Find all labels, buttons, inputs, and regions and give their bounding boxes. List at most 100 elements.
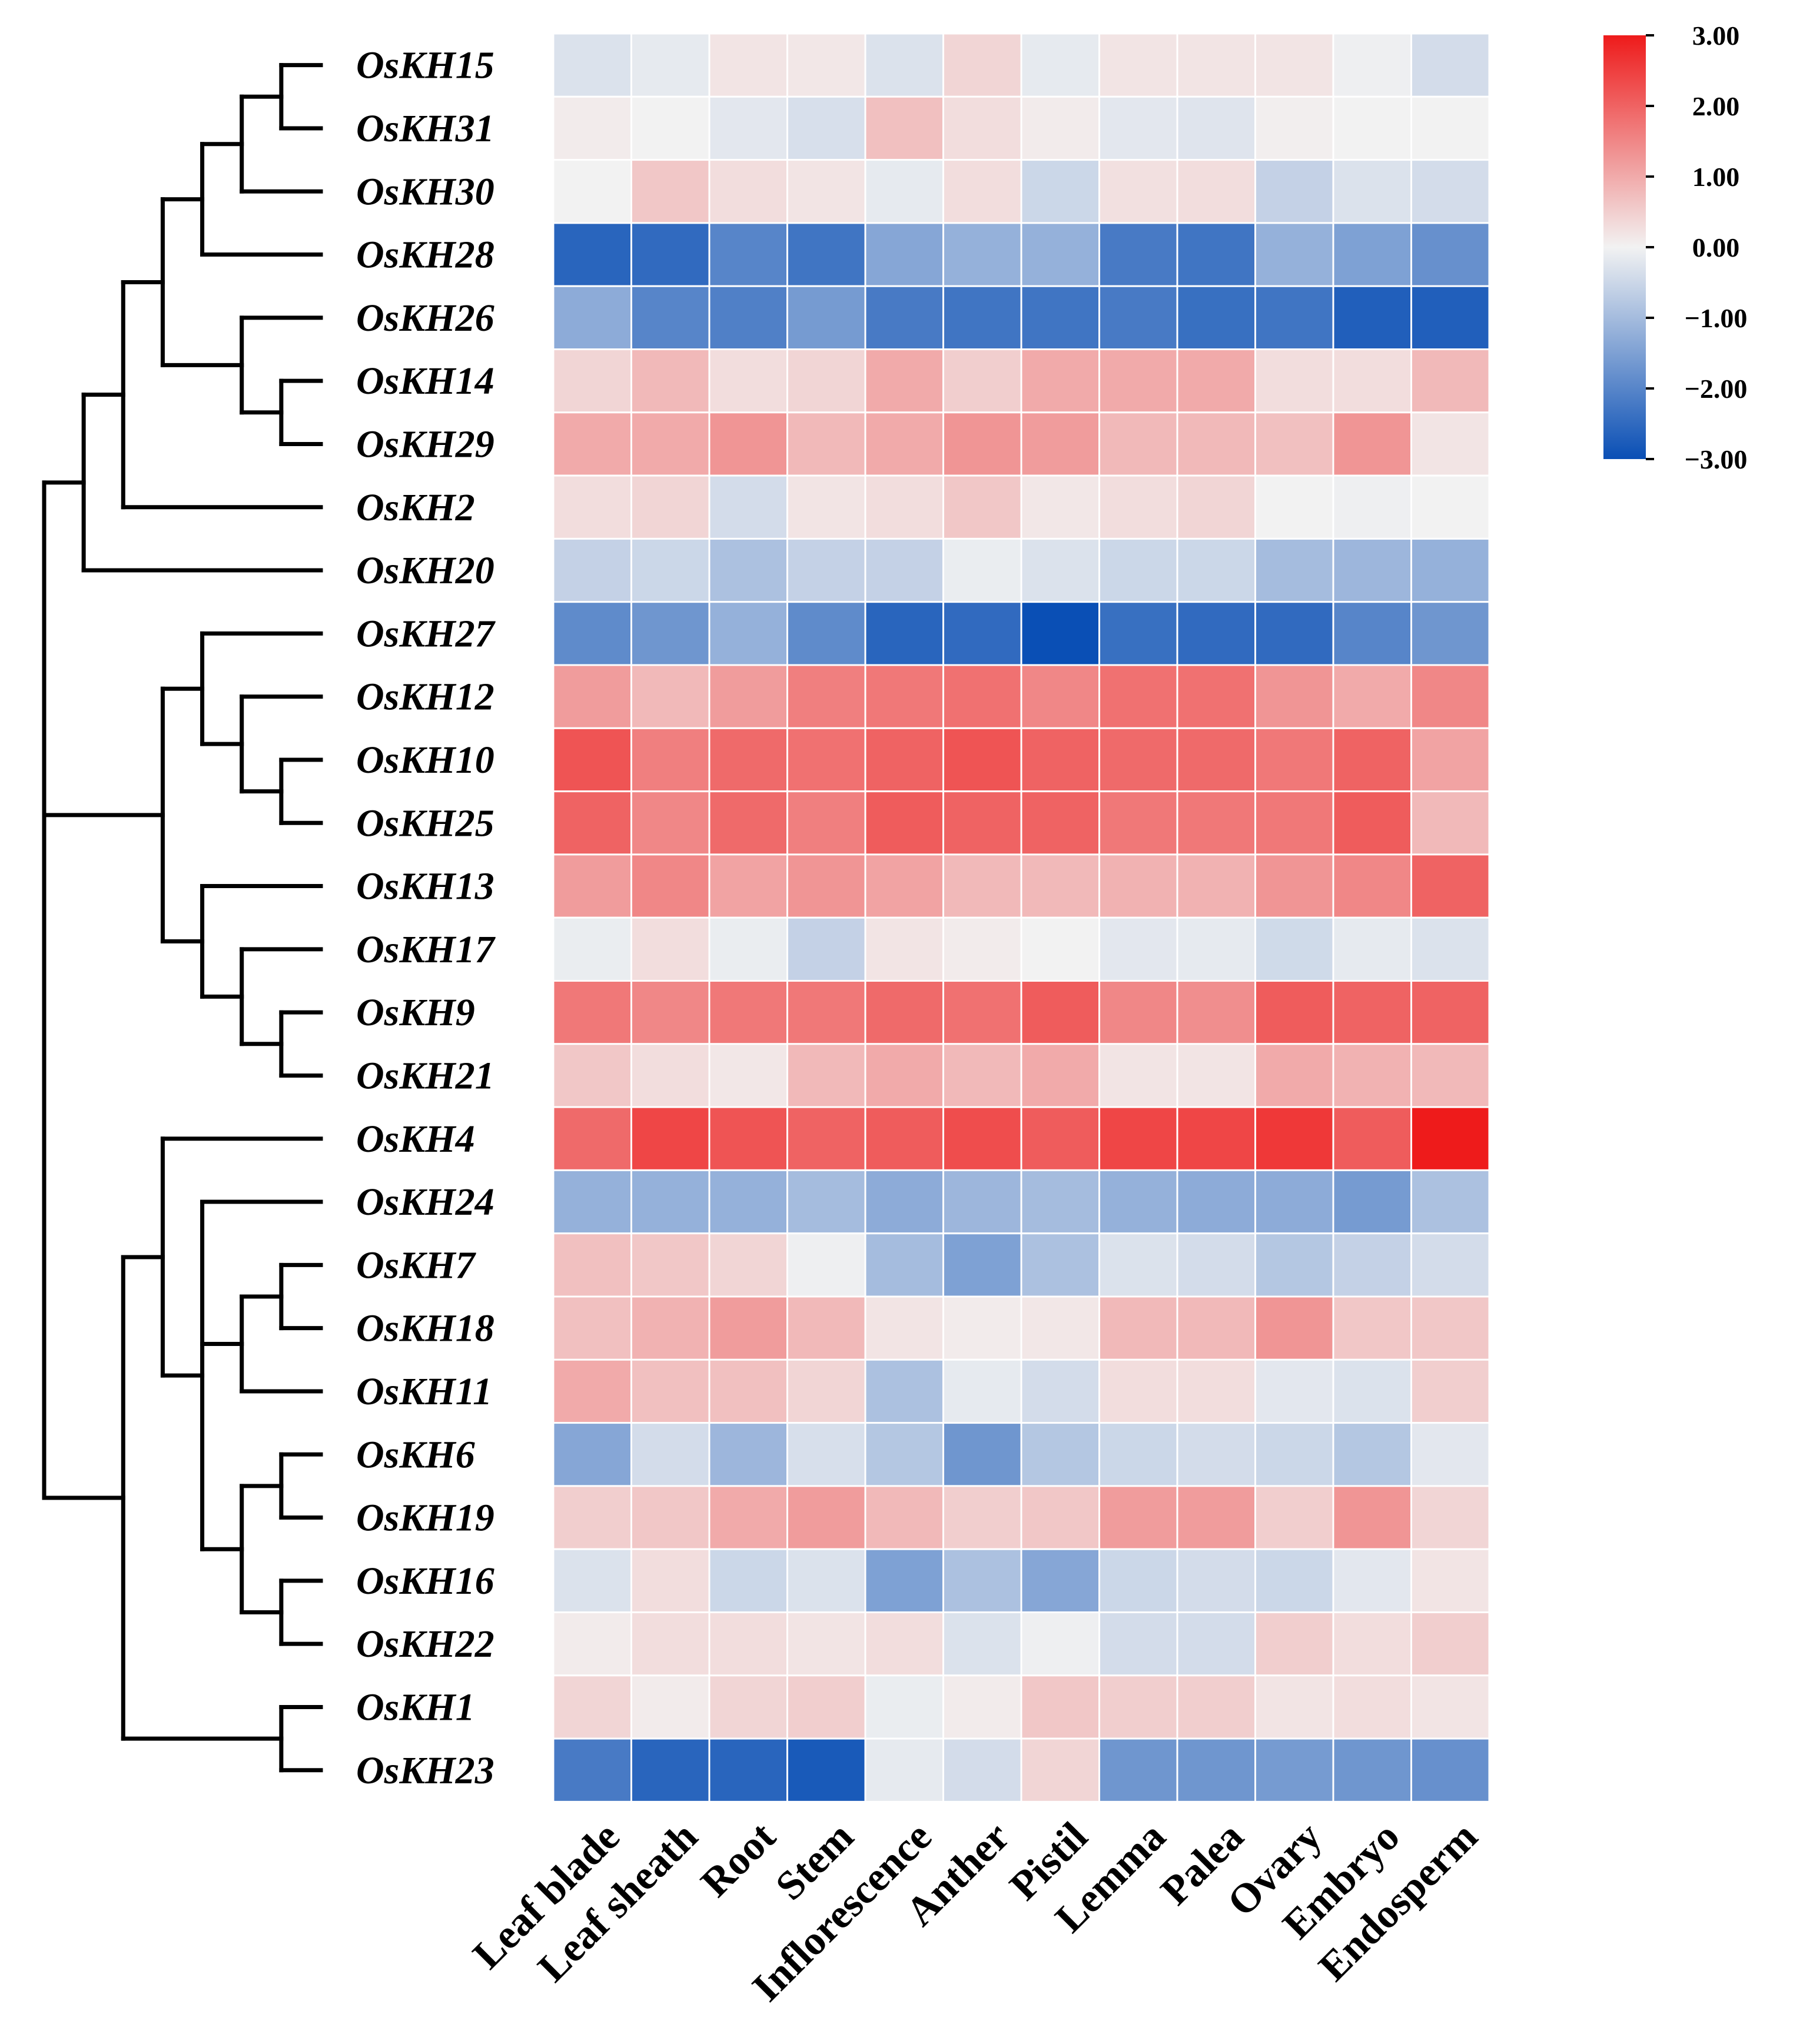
heatmap-cell	[1254, 411, 1334, 477]
legend-tick-label: 2.00	[1692, 91, 1740, 121]
gene-label: OsKH27	[356, 612, 496, 655]
heatmap-cell	[1254, 95, 1334, 161]
heatmap-cell	[942, 1737, 1022, 1803]
heatmap-cell	[708, 1737, 788, 1803]
heatmap-cell	[630, 916, 710, 982]
heatmap-cell	[552, 1169, 632, 1235]
heatmap-cell	[630, 1295, 710, 1361]
heatmap-cell	[1176, 1611, 1256, 1677]
heatmap-cell	[708, 664, 788, 729]
heatmap-cell	[786, 790, 866, 856]
heatmap-cell	[786, 1674, 866, 1740]
gene-label: OsKH9	[356, 991, 475, 1034]
heatmap-cell	[552, 95, 632, 161]
heatmap-cell	[1410, 601, 1490, 666]
heatmap-cell	[1020, 159, 1100, 224]
heatmap-cell	[864, 790, 944, 856]
heatmap-cell	[786, 474, 866, 540]
dendrogram	[42, 63, 323, 1773]
heatmap-cell	[942, 664, 1022, 729]
heatmap-cell	[864, 1674, 944, 1740]
heatmap-cell	[1410, 1043, 1490, 1108]
heatmap-cell	[864, 980, 944, 1045]
heatmap-cell	[1332, 980, 1412, 1045]
heatmap-cell	[1020, 1358, 1100, 1424]
heatmap-cell	[786, 285, 866, 351]
gene-label: OsKH4	[356, 1118, 475, 1161]
heatmap-cell	[942, 1485, 1022, 1550]
heatmap-cell	[552, 285, 632, 351]
heatmap-cell	[1332, 727, 1412, 793]
heatmap-cell	[1020, 1106, 1100, 1171]
heatmap-cell	[786, 916, 866, 982]
heatmap-cell	[708, 474, 788, 540]
gene-label: OsKH25	[356, 802, 494, 845]
heatmap-cell	[1332, 474, 1412, 540]
heatmap-cell	[1176, 1674, 1256, 1740]
heatmap-cell	[1176, 980, 1256, 1045]
heatmap-cell	[552, 1358, 632, 1424]
heatmap-cell	[630, 1485, 710, 1550]
heatmap-cell	[1098, 1422, 1178, 1487]
heatmap-cell	[1254, 1169, 1334, 1235]
heatmap-cell	[552, 32, 632, 98]
heatmap-cell	[708, 980, 788, 1045]
heatmap-cell	[552, 601, 632, 666]
heatmap-cell	[1254, 1485, 1334, 1550]
gene-label: OsKH2	[356, 486, 475, 529]
gene-label: OsKH20	[356, 549, 494, 592]
heatmap-cell	[864, 159, 944, 224]
gene-label: OsKH22	[356, 1623, 494, 1666]
heatmap-cell	[1254, 916, 1334, 982]
heatmap-cell	[1098, 1485, 1178, 1550]
heatmap-cell	[708, 1422, 788, 1487]
heatmap-cell	[864, 1737, 944, 1803]
heatmap-cell	[864, 1043, 944, 1108]
heatmap-cell	[630, 95, 710, 161]
heatmap-cell	[786, 1043, 866, 1108]
heatmap-cell	[1020, 1169, 1100, 1235]
heatmap-cell	[1410, 1295, 1490, 1361]
heatmap-cell	[942, 1358, 1022, 1424]
heatmap-cell	[1410, 790, 1490, 856]
heatmap-cell	[552, 222, 632, 287]
heatmap-cell	[942, 790, 1022, 856]
heatmap-cell	[786, 411, 866, 477]
heatmap-cell	[1020, 916, 1100, 982]
heatmap-cell	[1410, 1737, 1490, 1803]
heatmap-cell	[708, 285, 788, 351]
heatmap-cell	[1176, 1358, 1256, 1424]
heatmap-cell	[1098, 348, 1178, 414]
heatmap-cell	[630, 1674, 710, 1740]
heatmap-cell	[708, 159, 788, 224]
gene-label: OsKH13	[356, 865, 494, 908]
heatmap-cell	[1020, 1232, 1100, 1298]
heatmap-cell	[1098, 853, 1178, 919]
heatmap-cell	[864, 1422, 944, 1487]
heatmap-cell	[1332, 348, 1412, 414]
heatmap-cell	[552, 411, 632, 477]
heatmap-cell	[1332, 1611, 1412, 1677]
heatmap-cell	[942, 1548, 1022, 1613]
heatmap-cell	[1098, 1106, 1178, 1171]
heatmap-cell	[630, 1422, 710, 1487]
gene-label: OsKH31	[356, 107, 494, 150]
heatmap-cell	[552, 1737, 632, 1803]
heatmap-cell	[942, 916, 1022, 982]
heatmap-cell	[1254, 1043, 1334, 1108]
heatmap-cell	[1176, 853, 1256, 919]
heatmap-cell	[1254, 1358, 1334, 1424]
heatmap-cell	[708, 1232, 788, 1298]
heatmap-cell	[1332, 1737, 1412, 1803]
heatmap-cell	[786, 1737, 866, 1803]
heatmap-cell	[1254, 601, 1334, 666]
heatmap-cell	[1332, 1169, 1412, 1235]
heatmap-cell	[1410, 980, 1490, 1045]
heatmap-cell	[786, 853, 866, 919]
heatmap-cell	[786, 1485, 866, 1550]
heatmap-cell	[1254, 727, 1334, 793]
gene-label: OsKH24	[356, 1181, 494, 1224]
gene-label: OsKH10	[356, 739, 494, 782]
heatmap-cell	[630, 1106, 710, 1171]
heatmap-cell	[786, 1548, 866, 1613]
